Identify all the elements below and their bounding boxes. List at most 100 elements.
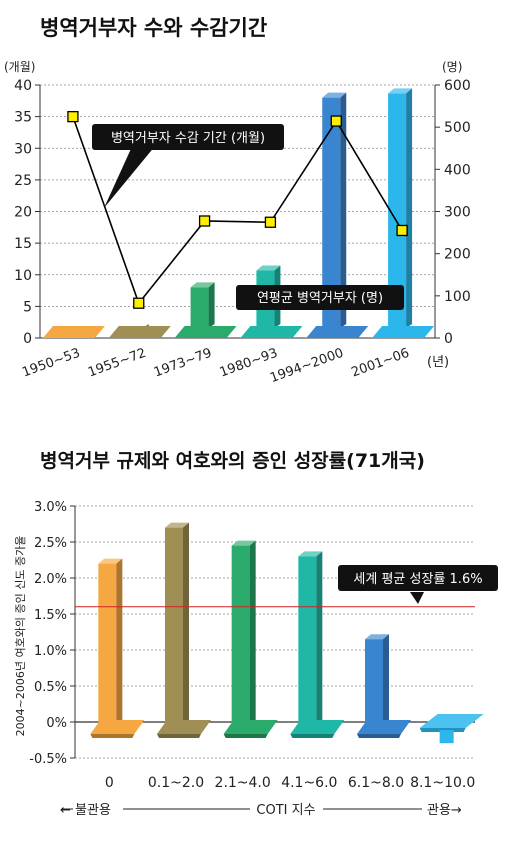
chart-2-y-tick-label: -0.5% xyxy=(29,752,67,767)
chart-2: 병역거부 규제와 여호와의 증인 성장률(71개국) 2004~2006년 여호… xyxy=(14,450,498,818)
chart-1-left-tick-label: 35 xyxy=(14,110,32,126)
chart-1-callout-pointer xyxy=(104,140,160,208)
chart-1-line-marker xyxy=(396,224,408,237)
chart-2-bar-base xyxy=(90,720,145,734)
chart-1-right-tick-label: 300 xyxy=(444,205,471,221)
chart-1-bar-base xyxy=(306,326,369,338)
chart-2-bars xyxy=(90,522,484,744)
chart-2-y-tick-label: 0.5% xyxy=(34,680,67,695)
chart-2-x-tick-label: 0 xyxy=(105,775,114,791)
chart-1-bar-base xyxy=(174,326,237,338)
chart-1-bar-side xyxy=(340,92,347,329)
chart-2-bar-base-shadow xyxy=(290,734,335,738)
chart-2-x-tick-label: 8.1~10.0 xyxy=(410,775,475,791)
chart-1-x-suffix: (년) xyxy=(427,355,449,370)
chart-1-right-unit: (명) xyxy=(442,60,462,74)
chart-2-callout-pointer xyxy=(410,592,424,604)
chart-2-bar-side xyxy=(249,540,256,724)
chart-1-bar-top xyxy=(190,282,215,288)
chart-2-y-axis-label: 2004~2006년 여호와의 증인 신도 증가율 xyxy=(14,536,27,737)
chart-2-bar-base-shadow xyxy=(357,734,401,738)
chart-1-x-tick-label: 1994~2000 xyxy=(268,346,346,386)
chart-1-line-marker xyxy=(133,297,145,309)
chart-1-line-marker xyxy=(264,216,277,228)
chart-1-callout-bar-box xyxy=(236,285,404,310)
chart-2-y-tick-label: 3.0% xyxy=(34,500,67,515)
chart-2-callout-box xyxy=(338,565,498,591)
chart-1-bar-base-shadow xyxy=(43,338,95,342)
chart-1-bar-side xyxy=(406,88,413,328)
chart-2-bar xyxy=(98,563,117,726)
chart-2-bar-side xyxy=(116,558,123,724)
chart-1-x-tick-label: 1950~53 xyxy=(20,346,82,381)
chart-2-bar-base xyxy=(223,720,278,734)
chart-1-left-tick-label: 40 xyxy=(14,78,32,94)
chart-1-right-tick-label: 500 xyxy=(444,120,471,136)
chart-1-bar-side xyxy=(208,282,215,328)
chart-1-bar-base xyxy=(372,326,435,338)
chart-1-line-marker xyxy=(198,215,211,227)
chart-2-bar-base xyxy=(357,720,411,734)
chart-1-line-marker xyxy=(67,110,79,123)
chart-1-bar-top xyxy=(322,92,347,98)
chart-1-right-tick-label: 100 xyxy=(444,289,471,305)
chart-1-line xyxy=(72,116,403,305)
chart-1-bar xyxy=(388,93,407,328)
chart-2-x-tick-label: 4.1~6.0 xyxy=(281,775,337,791)
chart-1-x-tick-label: 1973~79 xyxy=(152,346,214,381)
chart-2-bar-top xyxy=(365,634,389,640)
chart-2-y-tick-label: 1.0% xyxy=(34,644,67,659)
chart-1-right-tick-label: 0 xyxy=(444,331,453,347)
chart-2-x-tick-label: 0.1~2.0 xyxy=(148,775,204,791)
chart-1-bar-base xyxy=(42,326,105,338)
chart-1-right-tick-label: 600 xyxy=(444,78,471,94)
chart-2-y-tick-label: 2.0% xyxy=(34,572,67,587)
chart-1-x-tick-label: 1955~72 xyxy=(86,346,148,381)
chart-2-bar-top xyxy=(165,522,189,528)
chart-1-bar-base-shadow xyxy=(306,338,358,342)
chart-1-left-unit: (개월) xyxy=(4,60,35,74)
chart-2-y-tick-label: 0% xyxy=(46,716,67,731)
chart-1-bar-top xyxy=(388,88,413,94)
chart-2-bar-side xyxy=(383,634,389,724)
chart-2-bar xyxy=(365,639,383,726)
chart-1-title: 병역거부자 수와 수감기간 xyxy=(40,16,267,40)
chart-2-bar-top xyxy=(231,540,256,546)
chart-1-callout-bar-label: 연평균 병역거부자 (명) xyxy=(257,291,383,306)
chart-2-x-labels: 0 0.1~2.0 2.1~4.0 4.1~6.0 6.1~8.0 8.1~10.0 xyxy=(105,775,475,791)
chart-1-bar-base-shadow xyxy=(372,338,424,342)
chart-2-bar-top xyxy=(98,558,123,564)
caption-center-label: COTI 지수 xyxy=(256,803,315,818)
chart-2-axes: -0.5% 0% 0.5% 1.0% 1.5% 2.0% 2.5% 3.0% xyxy=(29,500,475,767)
chart-2-bar-base-shadow xyxy=(223,734,268,738)
chart-2-y-tick-label: 2.5% xyxy=(34,536,67,551)
chart-2-bar-top xyxy=(298,551,323,557)
chart-1-callout-box xyxy=(92,124,284,150)
chart-2-bar-base xyxy=(157,720,211,734)
caption-right-label: 관용→ xyxy=(427,803,462,818)
chart-2-bar-side xyxy=(183,522,189,724)
chart-1-left-tick-label: 15 xyxy=(14,236,32,252)
chart-1-left-tick-label: 5 xyxy=(23,299,32,315)
chart-2-x-tick-label: 2.1~4.0 xyxy=(215,775,271,791)
chart-1-line-marker xyxy=(330,115,342,127)
chart-2-bar xyxy=(165,527,183,726)
chart-1-bar-base-shadow xyxy=(175,338,227,342)
chart-1-bar-base xyxy=(240,326,303,338)
chart-1-bar xyxy=(322,97,341,329)
chart-1-left-tick-label: 10 xyxy=(14,268,32,284)
chart-1-callout-line-label: 병역거부자 수감 기간 (개월) xyxy=(111,131,265,146)
chart-2-bar xyxy=(231,545,250,726)
chart-1-bar-base xyxy=(108,326,171,338)
chart-1-line-series xyxy=(67,110,408,309)
chart-1-bars xyxy=(42,88,435,342)
chart-2-y-tick-label: 1.5% xyxy=(34,608,67,623)
caption-left-label: ← 불관용 xyxy=(60,803,111,818)
chart-1-left-tick-label: 30 xyxy=(14,141,32,157)
chart-2-bar xyxy=(439,730,454,744)
chart-2-x-tick-label: 6.1~8.0 xyxy=(348,775,404,791)
chart-2-bar-base xyxy=(419,714,484,728)
